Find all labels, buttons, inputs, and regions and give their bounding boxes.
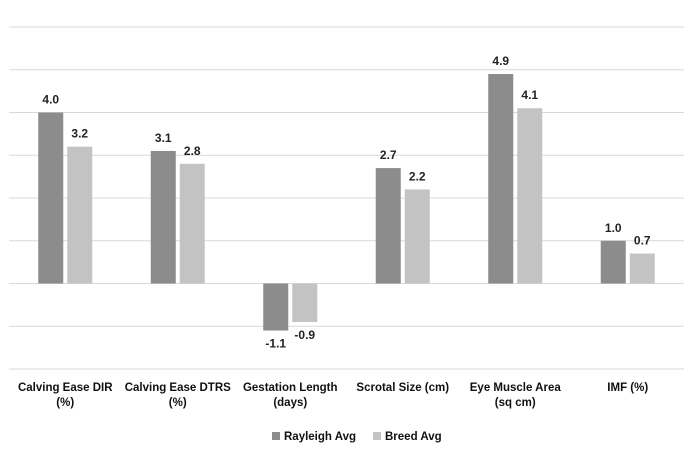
legend-swatch [373, 432, 381, 440]
category-label: Calving Ease DTRS [125, 382, 231, 394]
bar-breed-avg [404, 189, 430, 284]
category-label: Scrotal Size (cm) [356, 382, 449, 394]
data-label: 4.9 [492, 54, 509, 68]
bars [38, 74, 655, 331]
data-label: 3.1 [155, 131, 172, 145]
category-label: Eye Muscle Area [470, 382, 562, 394]
category-label: Calving Ease DIR [18, 382, 113, 394]
bar-rayleigh-avg [488, 74, 514, 284]
data-label: -1.1 [265, 337, 286, 351]
legend: Rayleigh Avg Breed Avg [272, 431, 442, 443]
data-label: -0.9 [294, 328, 315, 342]
bar-rayleigh-avg [375, 168, 401, 284]
legend-label: Rayleigh Avg [284, 431, 356, 443]
data-label: 4.0 [42, 93, 59, 107]
category-label: IMF (%) [607, 382, 648, 394]
legend-label: Breed Avg [385, 431, 442, 443]
category-label: (%) [56, 397, 74, 409]
bar-rayleigh-avg [600, 240, 626, 284]
legend-swatch [272, 432, 280, 440]
data-label: 2.7 [380, 148, 397, 162]
category-label: (sq cm) [495, 397, 536, 409]
bar-breed-avg [292, 283, 318, 322]
data-label: 1.0 [605, 221, 622, 235]
bar-rayleigh-avg [150, 150, 176, 284]
bar-breed-avg [179, 163, 205, 284]
category-label: (%) [169, 397, 187, 409]
category-labels: Calving Ease DIR (%) Calving Ease DTRS (%) G… [18, 382, 648, 409]
bar-breed-avg [67, 146, 93, 284]
bar-breed-avg [629, 253, 655, 284]
bar-breed-avg [517, 108, 543, 284]
data-label: 2.2 [409, 169, 426, 183]
data-label: 2.8 [184, 144, 201, 158]
data-label: 0.7 [634, 234, 651, 248]
category-label: Gestation Length [243, 382, 338, 394]
gridlines [9, 26, 684, 370]
data-labels: 4.0 3.2 3.1 2.8 -1.1 -0.9 2.7 2.2 4.9 4.1 1.0 0.7 [42, 54, 651, 351]
bar-rayleigh-avg [38, 112, 64, 284]
category-label: (days) [273, 397, 307, 409]
data-label: 3.2 [71, 127, 88, 141]
bar-rayleigh-avg [263, 283, 289, 331]
data-label: 4.1 [521, 88, 538, 102]
